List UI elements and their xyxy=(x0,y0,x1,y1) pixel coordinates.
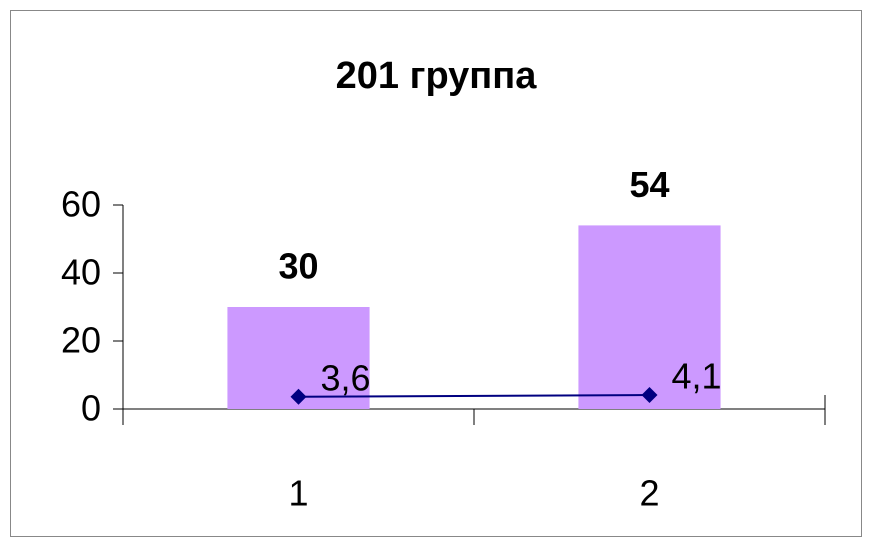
line-marker xyxy=(641,387,658,404)
line-value-label: 3,6 xyxy=(321,357,371,398)
x-tick-label: 1 xyxy=(288,473,308,514)
bar xyxy=(578,225,721,409)
line-marker xyxy=(290,388,307,405)
line-value-label: 4,1 xyxy=(672,356,722,397)
y-tick-label: 40 xyxy=(61,252,101,293)
line xyxy=(298,394,650,398)
bar-value-label: 30 xyxy=(278,246,318,287)
y-tick-label: 0 xyxy=(81,388,101,429)
y-tick-label: 20 xyxy=(61,320,101,361)
bar-value-label: 54 xyxy=(629,164,669,205)
chart-title: 201 группа xyxy=(336,55,538,97)
x-tick-label: 2 xyxy=(639,473,659,514)
y-tick-label: 60 xyxy=(61,184,101,225)
